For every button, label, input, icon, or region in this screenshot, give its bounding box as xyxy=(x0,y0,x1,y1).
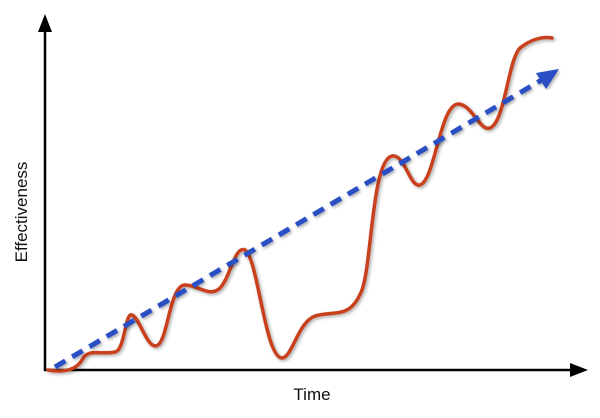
y-axis-arrow xyxy=(38,14,52,32)
y-axis-label: Effectiveness xyxy=(12,162,31,263)
trend-line xyxy=(53,75,547,370)
effectiveness-curve xyxy=(46,35,554,373)
x-axis-label: Time xyxy=(293,385,330,404)
x-axis-arrow xyxy=(570,363,588,377)
trend-arrow xyxy=(536,69,559,89)
